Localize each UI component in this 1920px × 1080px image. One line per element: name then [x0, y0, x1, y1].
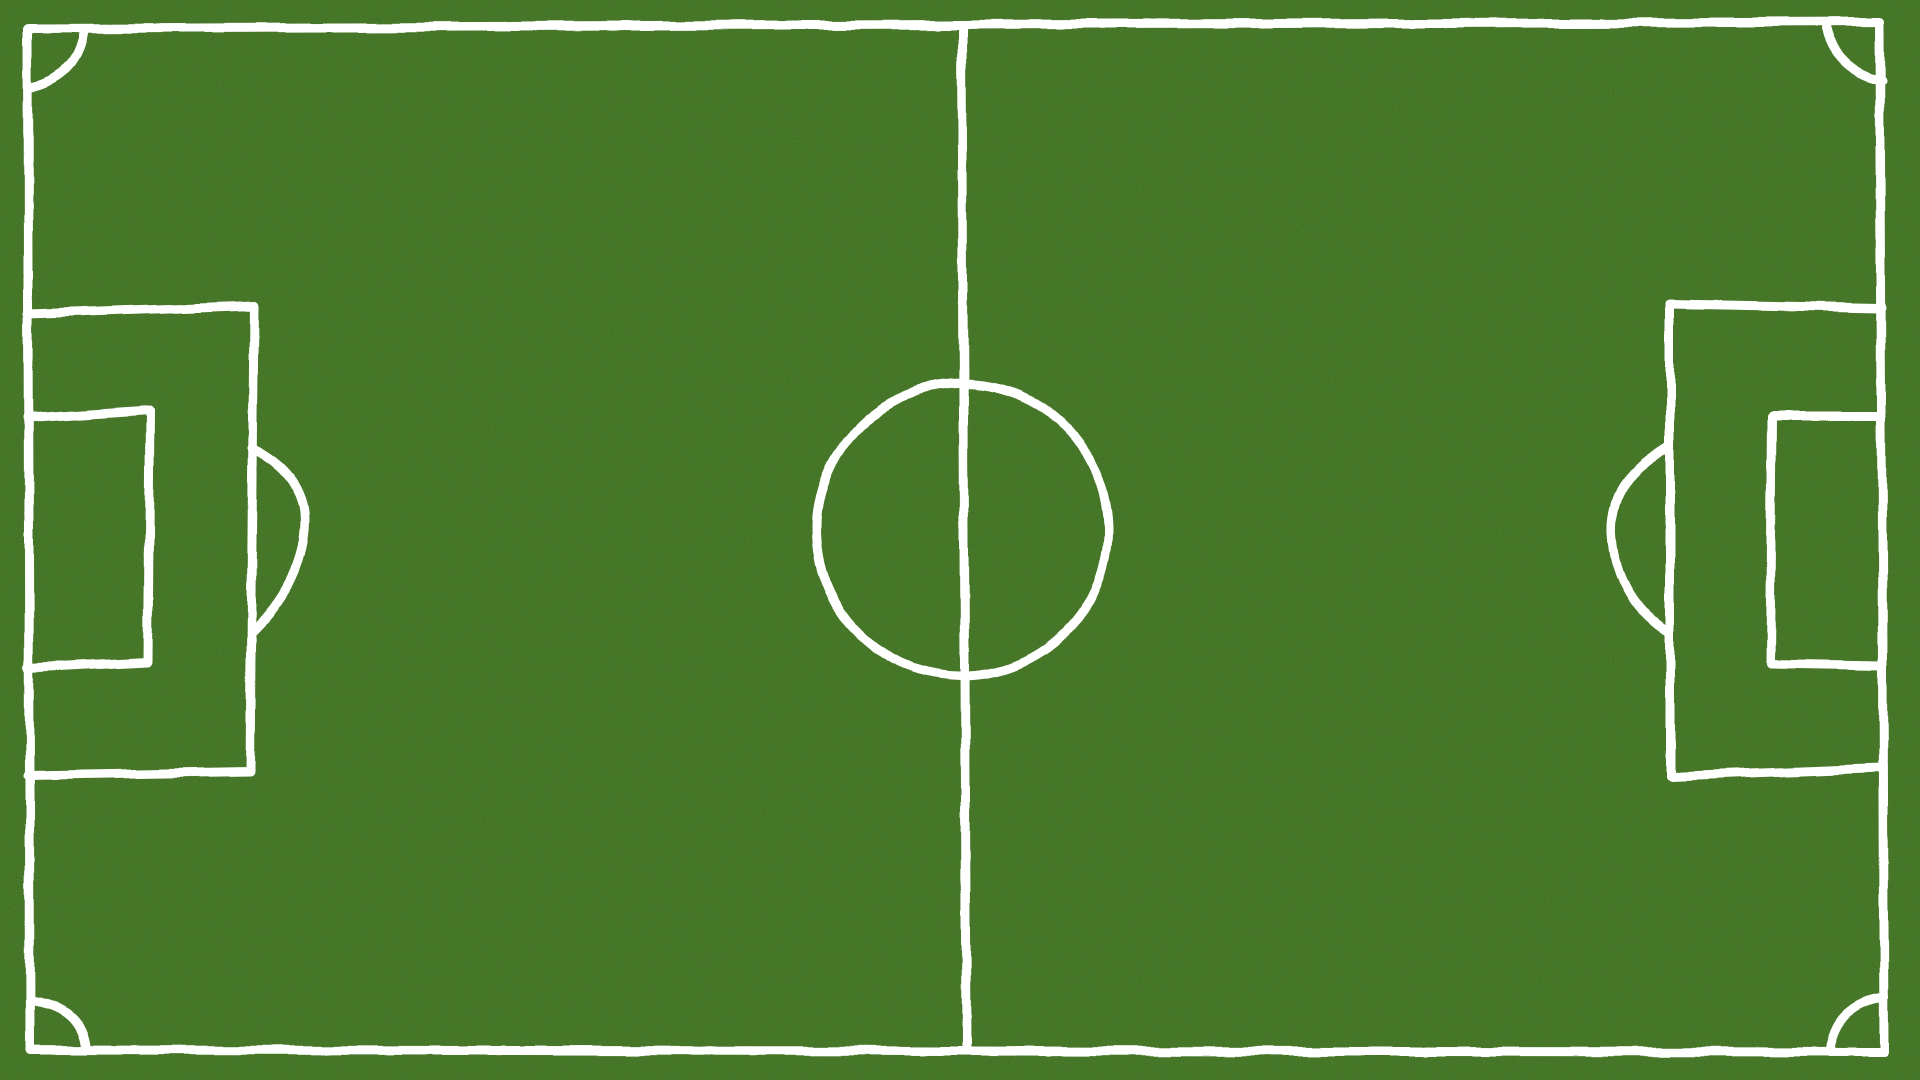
corner-arc-top-right: [1821, 19, 1887, 85]
corner-arc-top-left: [25, 23, 89, 93]
pitch-lines: [23, 17, 1889, 1057]
left-penalty-arc: [247, 443, 310, 637]
center-circle: [811, 379, 1113, 681]
corner-arc-bottom-right: [1825, 993, 1889, 1057]
left-penalty-area: [23, 301, 259, 781]
right-penalty-arc: [1607, 443, 1671, 635]
touchline-boundary: [23, 17, 1889, 1057]
right-goal-area: [1765, 411, 1887, 671]
left-goal-area: [23, 405, 155, 673]
right-penalty-area: [1665, 299, 1887, 781]
halfway-line: [957, 21, 971, 1056]
corner-arc-bottom-left: [25, 995, 91, 1055]
